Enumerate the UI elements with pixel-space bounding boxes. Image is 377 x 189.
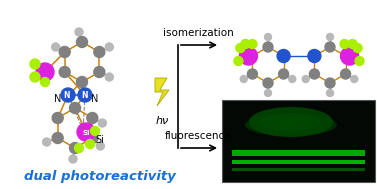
Circle shape	[36, 63, 54, 81]
Circle shape	[340, 69, 351, 79]
Text: hν: hν	[155, 116, 169, 126]
Text: dual photoreactivity: dual photoreactivity	[24, 170, 176, 183]
Circle shape	[326, 33, 334, 40]
Circle shape	[355, 57, 364, 66]
Circle shape	[52, 132, 63, 143]
Ellipse shape	[272, 117, 310, 127]
Circle shape	[241, 40, 250, 49]
Circle shape	[75, 28, 83, 36]
FancyBboxPatch shape	[232, 150, 365, 156]
Ellipse shape	[249, 107, 333, 137]
Circle shape	[263, 78, 273, 88]
Circle shape	[87, 112, 98, 123]
Circle shape	[279, 69, 288, 79]
Text: Si: Si	[95, 135, 104, 145]
Circle shape	[326, 90, 334, 97]
Circle shape	[43, 138, 51, 146]
Polygon shape	[155, 78, 169, 106]
Circle shape	[310, 51, 319, 61]
FancyBboxPatch shape	[222, 100, 375, 182]
Circle shape	[40, 77, 49, 87]
Circle shape	[325, 42, 335, 52]
Circle shape	[77, 36, 87, 47]
Circle shape	[69, 143, 81, 153]
Circle shape	[75, 143, 83, 153]
Circle shape	[348, 40, 357, 49]
Circle shape	[340, 47, 359, 65]
Circle shape	[351, 75, 358, 83]
Circle shape	[234, 57, 243, 66]
Circle shape	[52, 112, 63, 123]
Circle shape	[263, 42, 273, 52]
Circle shape	[105, 73, 113, 81]
Circle shape	[30, 72, 40, 82]
Circle shape	[340, 40, 349, 49]
Text: N: N	[63, 91, 69, 101]
Circle shape	[289, 75, 296, 83]
Circle shape	[240, 75, 247, 83]
Circle shape	[61, 88, 75, 102]
Circle shape	[98, 119, 106, 127]
Text: N: N	[82, 91, 88, 101]
Circle shape	[247, 69, 257, 79]
Circle shape	[69, 155, 77, 163]
Circle shape	[78, 88, 92, 102]
Circle shape	[94, 46, 105, 57]
Circle shape	[69, 102, 81, 114]
Circle shape	[90, 126, 100, 136]
Circle shape	[277, 50, 290, 63]
Circle shape	[77, 77, 87, 88]
Circle shape	[86, 139, 95, 149]
Text: fluorescence: fluorescence	[165, 131, 231, 141]
Circle shape	[239, 47, 257, 65]
Circle shape	[265, 90, 271, 97]
Circle shape	[279, 51, 288, 61]
Circle shape	[59, 46, 70, 57]
Text: N: N	[54, 94, 62, 104]
Text: N: N	[91, 94, 99, 104]
Circle shape	[340, 51, 351, 61]
Circle shape	[325, 78, 335, 88]
Circle shape	[52, 43, 60, 51]
FancyBboxPatch shape	[232, 168, 365, 171]
Circle shape	[77, 123, 95, 141]
Circle shape	[310, 69, 319, 79]
FancyBboxPatch shape	[232, 160, 365, 164]
Ellipse shape	[260, 113, 322, 131]
Circle shape	[302, 75, 309, 83]
Circle shape	[236, 43, 245, 53]
Circle shape	[59, 67, 70, 77]
Circle shape	[87, 132, 98, 143]
Ellipse shape	[245, 114, 337, 136]
Circle shape	[105, 43, 113, 51]
Circle shape	[96, 142, 104, 150]
Circle shape	[94, 67, 105, 77]
Circle shape	[247, 51, 257, 61]
Circle shape	[30, 59, 40, 69]
Text: isomerization: isomerization	[162, 28, 233, 38]
Circle shape	[265, 33, 271, 40]
Circle shape	[248, 40, 257, 49]
Circle shape	[353, 43, 362, 53]
Text: Si: Si	[82, 130, 90, 136]
Circle shape	[308, 50, 321, 63]
